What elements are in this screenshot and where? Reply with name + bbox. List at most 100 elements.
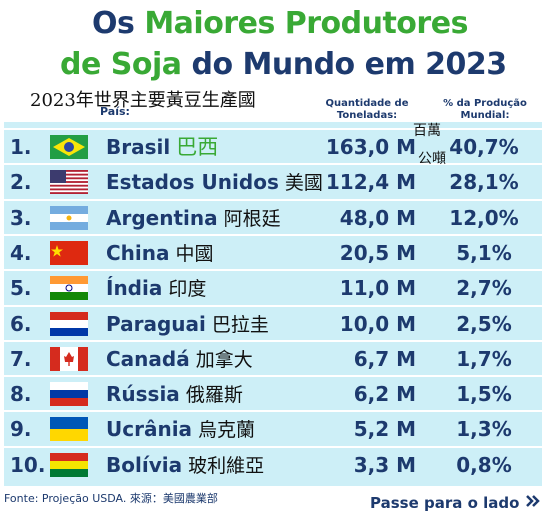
title-part: Maiores Produtores: [144, 6, 468, 41]
country-name: China: [106, 240, 170, 265]
flag: [50, 205, 88, 230]
flag-icon: [50, 346, 88, 371]
country-name: Rússia: [106, 382, 180, 407]
table-row: 10. Bolívia 玻利維亞 3,3 M 0,8%: [4, 445, 542, 482]
title-line2: de Soja do Mundo em 2023: [60, 47, 507, 82]
table-row: 1. Brasil 巴西 163,0 M 40,7%: [4, 128, 542, 164]
country-name: Ucrânia: [106, 417, 193, 442]
flag-icon: [50, 417, 88, 442]
table-row: 2. Estados Unidos 美國 112,4 M 28,1%: [4, 163, 542, 199]
rank: 5.: [10, 276, 32, 301]
country-name-zh: 中國: [175, 242, 214, 265]
flag-icon: [50, 382, 88, 407]
table-row: 8. Rússia 俄羅斯 6,2 M 1,5%: [4, 375, 542, 411]
country-name: Argentina: [106, 205, 218, 230]
rank: 9.: [10, 417, 32, 442]
flag-icon: [50, 311, 88, 336]
title-part: do Mundo em 2023: [191, 47, 507, 82]
chevron-icon: [525, 495, 540, 507]
table-row: 3. Argentina 阿根廷 48,0 M 12,0%: [4, 198, 542, 236]
table-row: 9. Ucrânia 烏克蘭 5,2 M 1,3%: [4, 410, 542, 446]
flag: [50, 311, 88, 336]
quantity: 163,0 M: [325, 135, 416, 159]
country: Índia 印度: [106, 271, 206, 306]
share: 0,8%: [456, 452, 512, 477]
share: 1,7%: [456, 346, 512, 371]
country: Estados Unidos 美國: [106, 165, 323, 200]
rank: 3.: [10, 205, 32, 230]
flag: [50, 382, 88, 407]
rank: 10.: [10, 452, 46, 477]
column-header: Quantidade de Toneladas:: [325, 98, 409, 121]
unit-zh: 公噸: [418, 151, 446, 167]
table-row: 6. Paraguai 巴拉圭 10,0 M 2,5%: [4, 304, 542, 342]
country-name: Estados Unidos: [106, 170, 279, 195]
country: China 中國: [106, 236, 214, 271]
flag: [50, 346, 88, 371]
country: Argentina 阿根廷: [106, 201, 281, 236]
share: 28,1%: [449, 170, 519, 195]
share: 12,0%: [449, 205, 519, 230]
table-row: 4. China 中國 20,5 M 5,1%: [4, 233, 542, 271]
flag-icon: [50, 240, 88, 265]
country: Brasil 巴西: [106, 130, 218, 164]
quantity: 48,0 M: [339, 205, 416, 230]
share: 1,3%: [456, 417, 512, 442]
flag: [50, 135, 88, 159]
share: 5,1%: [456, 240, 512, 265]
subtitle-zh: 2023年世界主要黃豆生產國: [30, 90, 256, 111]
country: Rússia 俄羅斯: [106, 377, 243, 412]
country-name-zh: 美國: [284, 172, 323, 195]
quantity: 20,5 M: [339, 240, 416, 265]
next-button[interactable]: Passe para o lado: [370, 494, 541, 512]
quantity: 6,7 M: [353, 346, 416, 371]
country-name-zh: 加拿大: [195, 348, 253, 371]
quantity: 3,3 M: [353, 452, 416, 477]
flag-icon: [50, 276, 88, 301]
flag: [50, 452, 88, 477]
country-name: Brasil: [106, 135, 171, 159]
rank: 2.: [10, 170, 32, 195]
country-name-zh: 巴拉圭: [211, 313, 269, 336]
title-part: de Soja: [60, 47, 182, 82]
flag: [50, 276, 88, 301]
flag-icon: [50, 205, 88, 230]
country: Ucrânia 烏克蘭: [106, 412, 255, 447]
country-name-zh: 俄羅斯: [185, 384, 243, 407]
share: 1,5%: [456, 382, 512, 407]
flag: [50, 170, 88, 195]
country-name: Índia: [106, 276, 163, 301]
rank: 4.: [10, 240, 32, 265]
table-panel: 1. Brasil 巴西 163,0 M 40,7% 2. Estados Unidos 美國…: [4, 122, 542, 486]
quantity: 5,2 M: [353, 417, 416, 442]
table-row: 7. Canadá 加拿大 6,7 M 1,7%: [4, 339, 542, 376]
title-part: Os: [92, 6, 135, 41]
rank: 1.: [10, 135, 32, 159]
share: 2,7%: [456, 276, 512, 301]
country-name-zh: 玻利維亞: [188, 454, 265, 477]
quantity: 11,0 M: [339, 276, 416, 301]
flag-icon: [50, 135, 88, 159]
country-name-zh: 巴西: [176, 135, 219, 159]
country-name: Canadá: [106, 346, 190, 371]
next-label[interactable]: Passe para o lado: [370, 494, 520, 512]
source: Fonte: Projeção USDA. 來源：美國農業部: [4, 492, 218, 505]
quantity: 6,2 M: [353, 382, 416, 407]
table-row: 5. Índia 印度 11,0 M 2,7%: [4, 269, 542, 305]
country-name-zh: 印度: [168, 278, 207, 301]
flag-icon: [50, 170, 88, 195]
share: 40,7%: [449, 135, 519, 159]
quantity: 112,4 M: [325, 170, 416, 195]
country-name-zh: 烏克蘭: [198, 419, 256, 442]
rank: 6.: [10, 311, 32, 336]
column-header: % da Produção Mundial:: [443, 98, 527, 121]
flag: [50, 417, 88, 442]
quantity: 10,0 M: [339, 311, 416, 336]
flag-icon: [50, 452, 88, 477]
rank: 7.: [10, 346, 32, 371]
country: Paraguai 巴拉圭: [106, 307, 269, 342]
column-header: País:: [100, 105, 130, 118]
country-name: Paraguai: [106, 311, 206, 336]
rank: 8.: [10, 382, 32, 407]
